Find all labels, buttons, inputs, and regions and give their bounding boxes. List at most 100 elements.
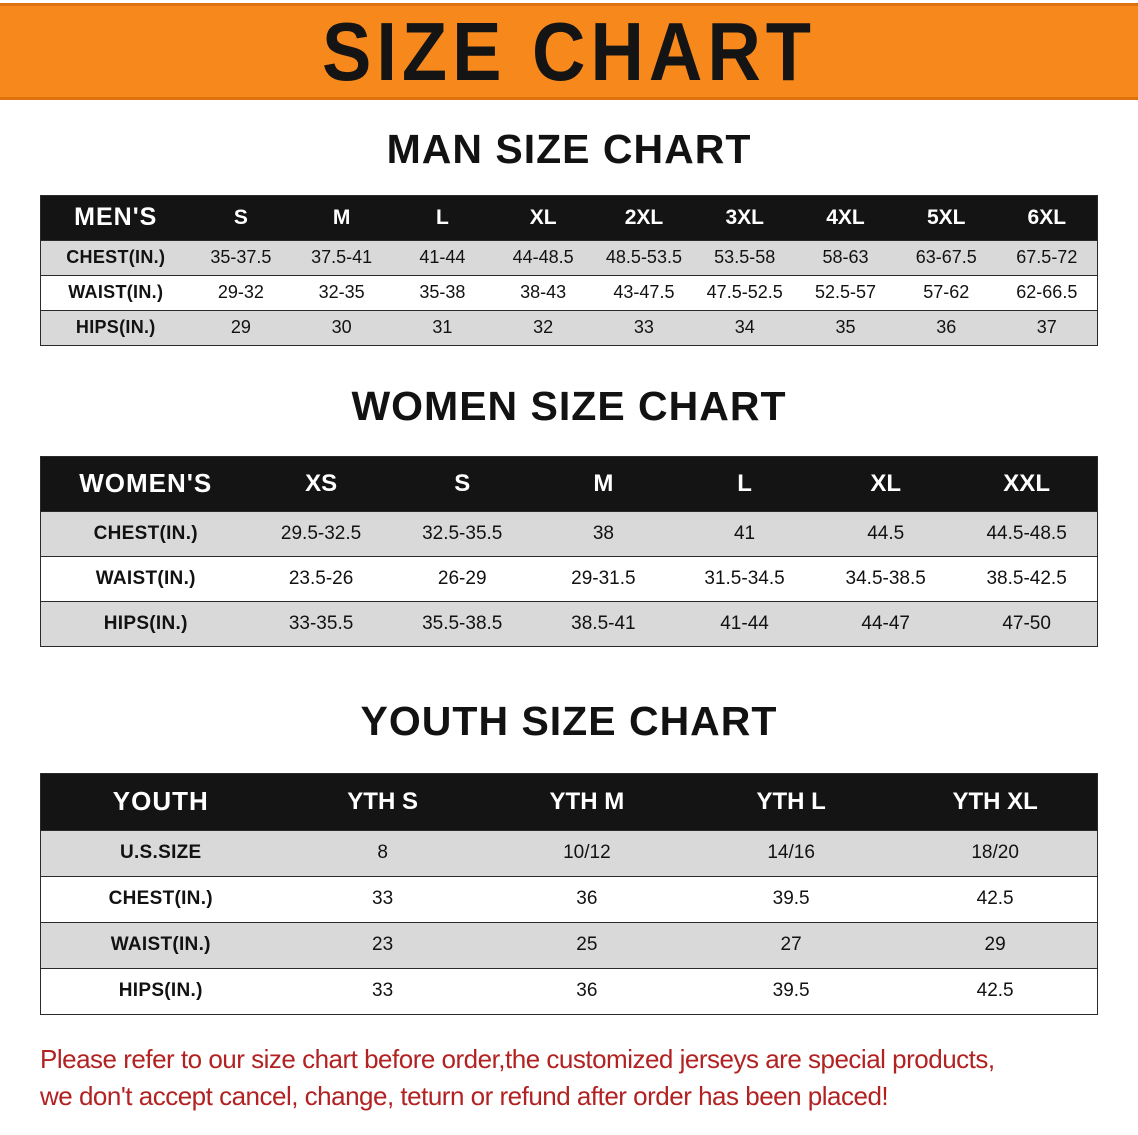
table-cell: 34.5-38.5 [845,567,926,589]
table-cell: 38.5-41 [571,612,636,634]
table-cell: 42.5 [976,980,1014,1002]
table-row: HIPS(IN.) 33-35.5 35.5-38.5 38.5-41 41-44 44-… [40,601,1098,647]
table-cell: 33-35.5 [288,612,354,634]
row-label: CHEST(IN.) [108,888,213,910]
table-cell: 23 [372,934,394,956]
table-cell: 36 [936,317,957,338]
table-cell: 47-50 [1002,612,1051,634]
table-cell: 29.5-32.5 [280,522,362,544]
disclaimer-note: Please refer to our size chart before or… [40,1041,1118,1116]
row-label: WAIST(IN.) [110,934,211,956]
row-label: CHEST(IN.) [93,522,198,544]
youth-size-heading: YOUTH SIZE CHART [360,697,778,744]
table-cell: 8 [377,842,388,864]
table-cell: 25 [576,934,598,956]
youth-size-table: YOUTH YTH S YTH M YTH L YTH XL U.S.SIZE 8 10/12… [40,772,1098,1015]
table-cell: 36 [576,888,598,910]
table-cell: 35-37.5 [210,247,272,268]
table-cell: 14/16 [767,842,815,864]
women-size-heading: WOMEN SIZE CHART [351,382,787,429]
table-cell: 58-63 [822,247,869,268]
table-header-row: YOUTH YTH S YTH M YTH L YTH XL [40,773,1098,831]
table-size-header: S [391,456,533,512]
table-cell: 38-43 [520,282,567,303]
table-size-header: YTH M [484,773,689,831]
table-cell: 29 [984,934,1006,956]
table-size-header: L [392,195,493,241]
youth-size-section: YOUTH SIZE CHART YOUTH YTH S YTH M YTH L YTH… [0,697,1138,1015]
table-cell: 35.5-38.5 [422,612,503,634]
table-size-header: 5XL [895,195,997,241]
row-label: HIPS(IN.) [75,317,156,338]
table-cell: 47.5-52.5 [706,282,783,303]
table-cell: 37.5-41 [311,247,373,268]
row-label: U.S.SIZE [119,842,202,864]
table-row: CHEST(IN.) 35-37.5 37.5-41 41-44 44-48.5 48.5… [40,240,1098,276]
table-cell: 39.5 [772,888,810,910]
table-cell: 67.5-72 [1016,247,1078,268]
table-cell: 43-47.5 [613,282,675,303]
table-cell: 32 [533,317,554,338]
table-cell: 62-66.5 [1016,282,1078,303]
banner: SIZE CHART [0,3,1138,100]
table-cell: 57-62 [923,282,970,303]
row-label: HIPS(IN.) [118,980,203,1002]
men-size-heading: MAN SIZE CHART [386,126,752,172]
table-cell: 32.5-35.5 [422,522,503,544]
table-row: HIPS(IN.) 33 36 39.5 42.5 [40,968,1098,1014]
table-cell: 35 [835,317,856,338]
table-size-header: XS [250,456,392,512]
table-cell: 30 [331,317,352,338]
table-cell: 36 [576,980,598,1002]
row-label: CHEST(IN.) [66,247,166,268]
table-cell: 31.5-34.5 [704,567,785,589]
men-size-section: MAN SIZE CHART MEN'S S M L XL 2XL 3XL 4XL 5XL 6XL… [0,126,1138,346]
table-cell: 33 [372,888,394,910]
table-row: WAIST(IN.) 23.5-26 26-29 29-31.5 31.5-34.5 34… [40,556,1098,601]
table-size-header: M [532,456,674,512]
table-cell: 29 [230,317,251,338]
table-cell: 39.5 [772,980,810,1002]
table-cell: 23.5-26 [288,567,354,589]
table-size-header: YTH S [280,773,485,831]
table-cell: 44-48.5 [512,247,574,268]
table-cell: 41-44 [419,247,466,268]
table-row: WAIST(IN.) 29-32 32-35 35-38 38-43 43-47.5 47.… [40,275,1098,310]
table-row: HIPS(IN.) 29 30 31 32 33 34 35 36 37 [40,310,1098,346]
table-size-header: 2XL [593,195,695,241]
table-row: WAIST(IN.) 23 25 27 29 [40,922,1098,969]
table-cell: 37 [1036,317,1057,338]
table-category-header: WOMEN'S [40,456,251,512]
table-cell: 41 [733,522,756,544]
table-cell: 42.5 [976,888,1014,910]
table-cell: 29-32 [217,282,264,303]
table-size-header: 4XL [795,195,896,241]
table-cell: 33 [372,980,394,1002]
size-chart-graphic: SIZE CHART MAN SIZE CHART MEN'S S M L XL 2XL 3… [0,3,1138,1135]
disclaimer-line-2: we don't accept cancel, change, teturn o… [40,1081,889,1112]
table-size-header: XL [815,456,957,512]
row-label: HIPS(IN.) [103,612,188,634]
table-size-header: 6XL [996,195,1098,241]
table-header-row: MEN'S S M L XL 2XL 3XL 4XL 5XL 6XL [40,195,1098,241]
table-cell: 33 [633,317,654,338]
table-size-header: M [291,195,393,241]
table-cell: 52.5-57 [814,282,876,303]
table-cell: 27 [780,934,802,956]
table-size-header: 3XL [694,195,796,241]
table-cell: 29-31.5 [571,567,636,589]
table-cell: 53.5-58 [714,247,776,268]
table-cell: 31 [432,317,453,338]
table-cell: 63-67.5 [915,247,977,268]
table-size-header: S [190,195,292,241]
table-cell: 48.5-53.5 [605,247,682,268]
table-cell: 38.5-42.5 [986,567,1067,589]
table-cell: 32-35 [318,282,365,303]
table-cell: 44.5 [867,522,905,544]
table-size-header: XL [492,195,594,241]
table-cell: 10/12 [563,842,611,864]
table-row: CHEST(IN.) 33 36 39.5 42.5 [40,876,1098,922]
table-size-header: L [673,456,816,512]
table-cell: 38 [592,522,614,544]
table-cell: 44-47 [861,612,910,634]
